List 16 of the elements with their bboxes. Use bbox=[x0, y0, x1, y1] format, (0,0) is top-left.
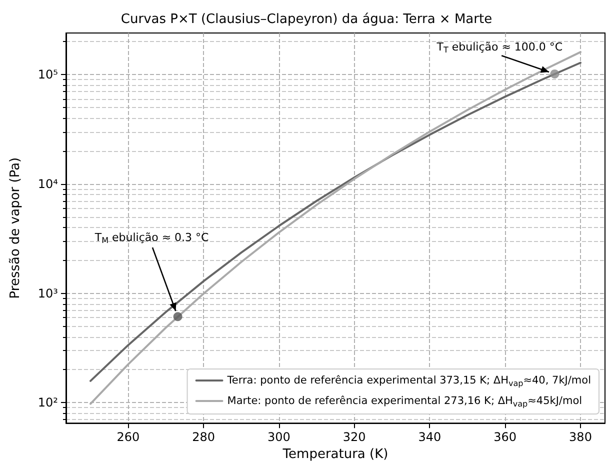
x-tick-label: 260 bbox=[116, 430, 140, 444]
x-tick-label: 340 bbox=[418, 430, 442, 444]
x-tick-label: 380 bbox=[569, 430, 592, 444]
y-axis-title: Pressão de vapor (Pa) bbox=[8, 157, 23, 299]
y-tick-label: 10⁴ bbox=[38, 176, 58, 191]
point bbox=[173, 312, 182, 322]
y-tick-label: 10³ bbox=[38, 286, 58, 300]
x-tick-label: 300 bbox=[268, 430, 290, 444]
point bbox=[550, 69, 560, 78]
x-axis-title: Temperatura (K) bbox=[282, 447, 388, 462]
x-tick-label: 280 bbox=[192, 430, 216, 444]
y-tick-label: 10² bbox=[38, 396, 58, 410]
x-tick-label: 320 bbox=[342, 430, 366, 444]
y-tick-label: 10⁵ bbox=[38, 68, 58, 82]
chart-title: Curvas P×T (Clausius–Clapeyron) da água: Terra × Marte bbox=[120, 12, 492, 27]
x-tick-label: 360 bbox=[494, 430, 517, 444]
